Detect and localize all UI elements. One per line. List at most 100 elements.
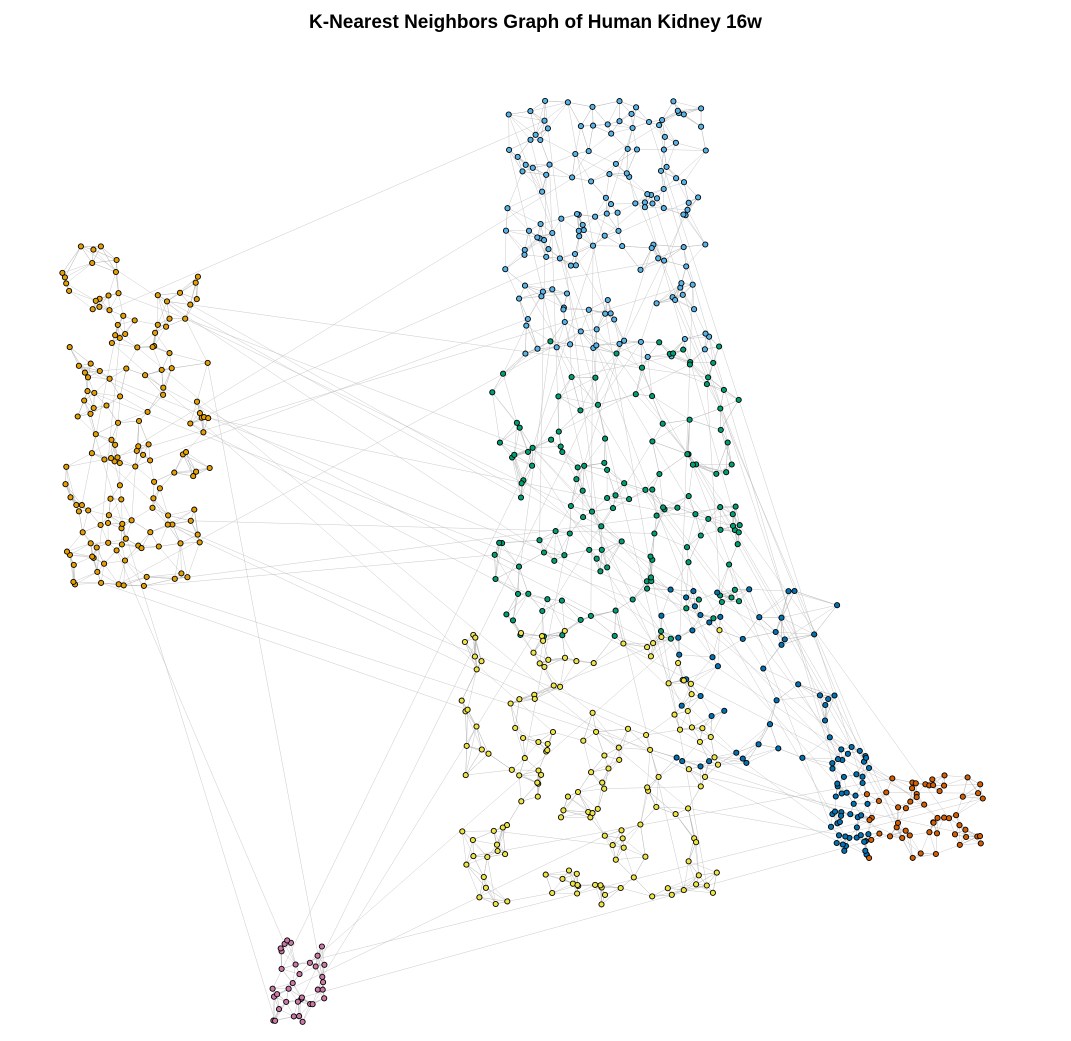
graph-node (163, 298, 171, 305)
graph-node (691, 603, 698, 610)
graph-node (736, 522, 743, 529)
graph-node (594, 805, 601, 812)
graph-node (615, 744, 622, 751)
graph-node (585, 306, 592, 313)
graph-node (274, 991, 281, 998)
graph-node (941, 814, 948, 821)
graph-node (101, 560, 108, 567)
graph-node (720, 386, 727, 393)
graph-node (525, 590, 532, 597)
graph-node (134, 344, 141, 351)
graph-node (686, 416, 693, 423)
graph-node (577, 616, 584, 623)
graph-node (840, 773, 847, 780)
graph-node (825, 695, 832, 703)
graph-node (653, 512, 660, 519)
graph-node (612, 492, 619, 499)
graph-node (165, 512, 172, 519)
graph-node (154, 292, 161, 299)
graph-node (909, 854, 916, 861)
graph-node (604, 296, 611, 304)
graph-node (611, 632, 618, 639)
graph-node (552, 528, 559, 535)
graph-node (619, 243, 626, 250)
graph-node (574, 464, 581, 471)
graph-node (829, 765, 836, 772)
graph-node (573, 210, 581, 218)
graph-node (660, 185, 667, 193)
graph-node (837, 812, 845, 819)
graph-node (601, 832, 608, 839)
graph-node (717, 426, 724, 433)
graph-node (791, 587, 798, 595)
graph-node (91, 389, 98, 396)
graph-node (674, 107, 681, 114)
graph-node (580, 514, 587, 521)
graph-node (577, 328, 584, 335)
graph-node (549, 889, 556, 897)
graph-node (746, 586, 753, 593)
graph-node (597, 882, 604, 889)
graph-node (709, 889, 716, 896)
graph-node (676, 651, 683, 658)
graph-node (104, 519, 112, 527)
graph-node (131, 317, 138, 324)
graph-node (184, 574, 191, 581)
graph-node (75, 508, 82, 515)
graph-node (601, 785, 608, 792)
graph-node (108, 436, 115, 443)
graph-node (521, 246, 528, 253)
graph-node (543, 171, 550, 178)
graph-node (637, 338, 644, 345)
graph-node (176, 289, 184, 296)
graph-node (502, 851, 509, 858)
graph-node (785, 588, 792, 595)
graph-node (680, 211, 687, 218)
graph-node (558, 597, 565, 604)
graph-node (87, 540, 94, 547)
graph-node (67, 494, 74, 501)
graph-node (664, 885, 671, 892)
graph-node (106, 307, 113, 314)
graph-node (476, 894, 483, 901)
graph-node (822, 701, 829, 709)
graph-node (567, 262, 574, 269)
graph-node (642, 486, 649, 493)
graph-node (826, 734, 833, 741)
graph-node (616, 756, 623, 763)
graph-node (461, 638, 468, 646)
graph-node (470, 853, 477, 860)
graph-node (122, 330, 129, 338)
graph-node (294, 998, 301, 1005)
graph-node (478, 658, 485, 665)
graph-node (692, 511, 699, 518)
graph-node (543, 253, 550, 260)
graph-node (735, 598, 743, 605)
graph-node (602, 435, 609, 442)
graph-node (641, 204, 648, 211)
graph-node (190, 473, 197, 480)
graph-node (194, 273, 201, 280)
graph-node (615, 227, 622, 234)
graph-node (579, 487, 586, 494)
graph-node (661, 257, 668, 264)
graph-node (555, 428, 562, 435)
graph-node (728, 594, 735, 601)
graph-node (766, 721, 774, 728)
graph-node (490, 827, 497, 834)
graph-node (619, 835, 626, 842)
graph-node (673, 754, 680, 761)
graph-node (549, 728, 557, 736)
graph-node (516, 696, 523, 703)
graph-node (685, 199, 692, 206)
graph-node (599, 779, 606, 786)
graph-node (93, 544, 100, 551)
graph-node (673, 175, 680, 182)
graph-node (693, 839, 700, 846)
graph-node (697, 763, 704, 770)
graph-node (534, 793, 541, 800)
graph-node (608, 130, 615, 137)
graph-node (573, 870, 580, 877)
graph-node (598, 546, 605, 553)
graph-node (588, 508, 596, 515)
